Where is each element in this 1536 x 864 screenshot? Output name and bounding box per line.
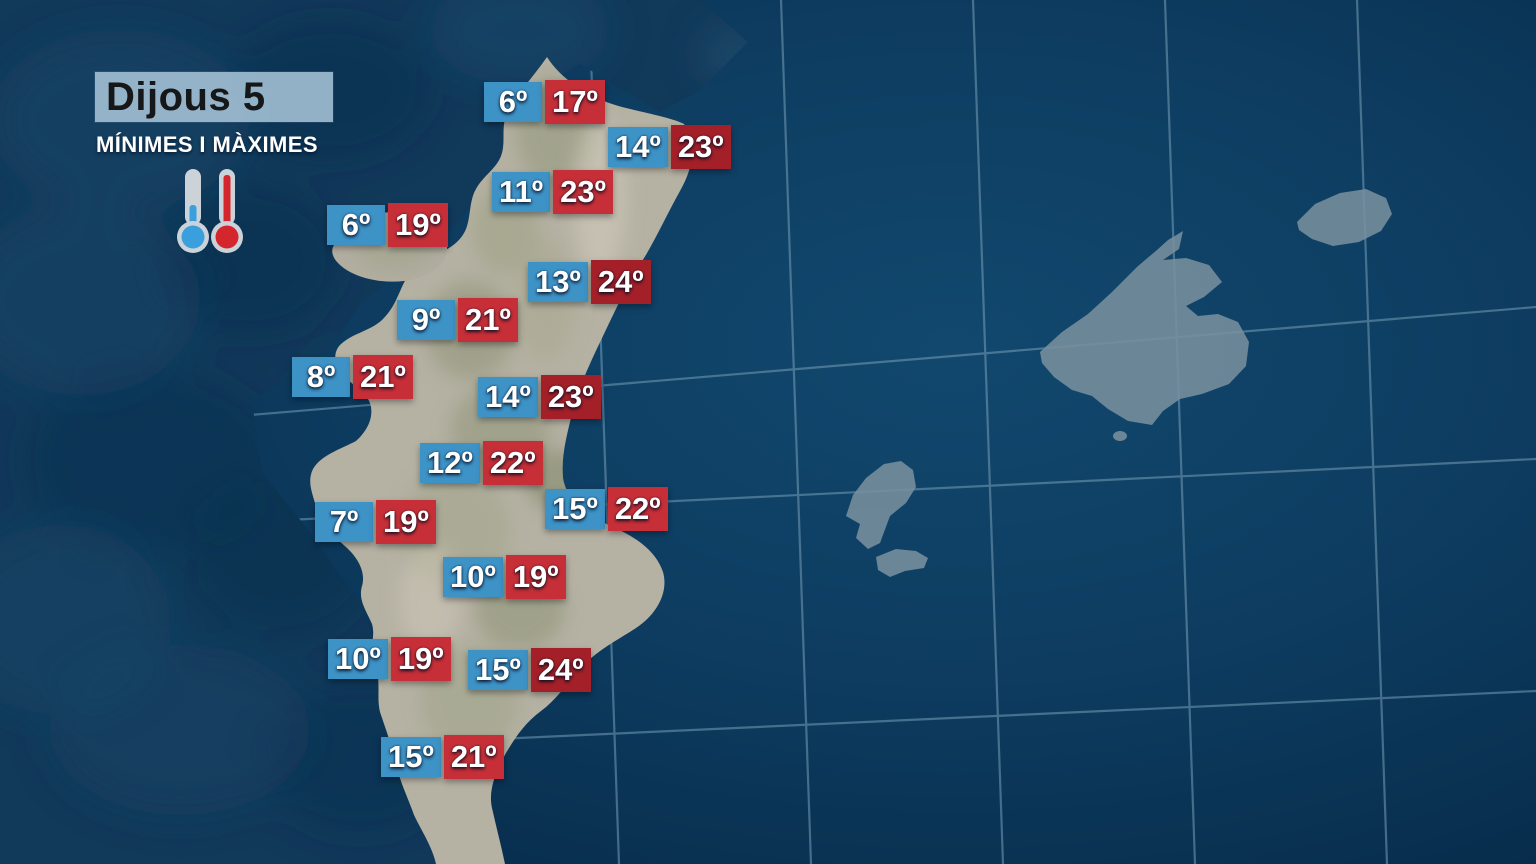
date-title-panel: Dijous 5 xyxy=(95,72,333,122)
station: 6º 19º xyxy=(327,203,448,247)
station: 15º 24º xyxy=(468,648,591,692)
max-temp-box: 19º xyxy=(388,203,448,247)
max-temp-box: 21º xyxy=(443,735,504,779)
station: 11º 23º xyxy=(492,170,613,214)
min-temp-box: 10º xyxy=(328,639,388,679)
station: 7º 19º xyxy=(315,500,436,544)
date-title: Dijous 5 xyxy=(106,75,266,119)
station: 14º 23º xyxy=(608,125,731,169)
max-temp-box: 19º xyxy=(390,637,451,681)
max-temp-box: 23º xyxy=(553,170,613,214)
station: 14º 23º xyxy=(478,375,601,419)
min-temp-box: 15º xyxy=(468,650,528,690)
min-temp-box: 14º xyxy=(478,377,538,417)
station: 12º 22º xyxy=(420,441,543,485)
min-temp-box: 7º xyxy=(315,502,373,542)
thermometer-icons xyxy=(177,169,243,253)
min-temp-box: 6º xyxy=(327,205,385,245)
max-temp-box: 23º xyxy=(540,375,601,419)
max-temp-box: 17º xyxy=(545,80,605,124)
min-temp-box: 9º xyxy=(397,300,455,340)
station: 9º 21º xyxy=(397,298,518,342)
island-mallorca xyxy=(1040,231,1249,425)
station: 15º 22º xyxy=(545,487,668,531)
min-thermometer-icon xyxy=(177,169,209,253)
min-temp-box: 14º xyxy=(608,127,668,167)
max-temp-box: 21º xyxy=(353,355,413,399)
island-ibiza xyxy=(846,461,916,549)
max-temp-box: 19º xyxy=(505,555,566,599)
station: 13º 24º xyxy=(528,260,651,304)
max-temp-box: 23º xyxy=(670,125,731,169)
max-temp-box: 21º xyxy=(458,298,518,342)
min-temp-box: 8º xyxy=(292,357,350,397)
balearic-islands xyxy=(846,189,1392,577)
max-thermometer-icon xyxy=(211,169,243,253)
min-temp-box: 15º xyxy=(545,489,605,529)
thermometer-legend xyxy=(171,167,261,259)
min-temp-box: 13º xyxy=(528,262,588,302)
min-temp-box: 10º xyxy=(443,557,503,597)
station: 10º 19º xyxy=(328,637,451,681)
subtitle-min-max: MÍNIMES I MÀXIMES xyxy=(96,132,318,157)
island-cabrera xyxy=(1113,431,1127,441)
island-formentera xyxy=(876,549,928,577)
max-temp-box: 22º xyxy=(607,487,668,531)
min-temp-box: 12º xyxy=(420,443,480,483)
min-temp-box: 15º xyxy=(381,737,441,777)
island-menorca xyxy=(1297,189,1392,246)
station: 15º 21º xyxy=(381,735,504,779)
max-temp-box: 22º xyxy=(482,441,543,485)
station: 10º 19º xyxy=(443,555,566,599)
max-temp-box: 24º xyxy=(530,648,591,692)
min-temp-box: 11º xyxy=(492,172,551,212)
station: 6º 17º xyxy=(484,80,605,124)
station: 8º 21º xyxy=(292,355,413,399)
min-temp-box: 6º xyxy=(484,82,542,122)
max-temp-box: 24º xyxy=(590,260,651,304)
max-temp-box: 19º xyxy=(376,500,436,544)
